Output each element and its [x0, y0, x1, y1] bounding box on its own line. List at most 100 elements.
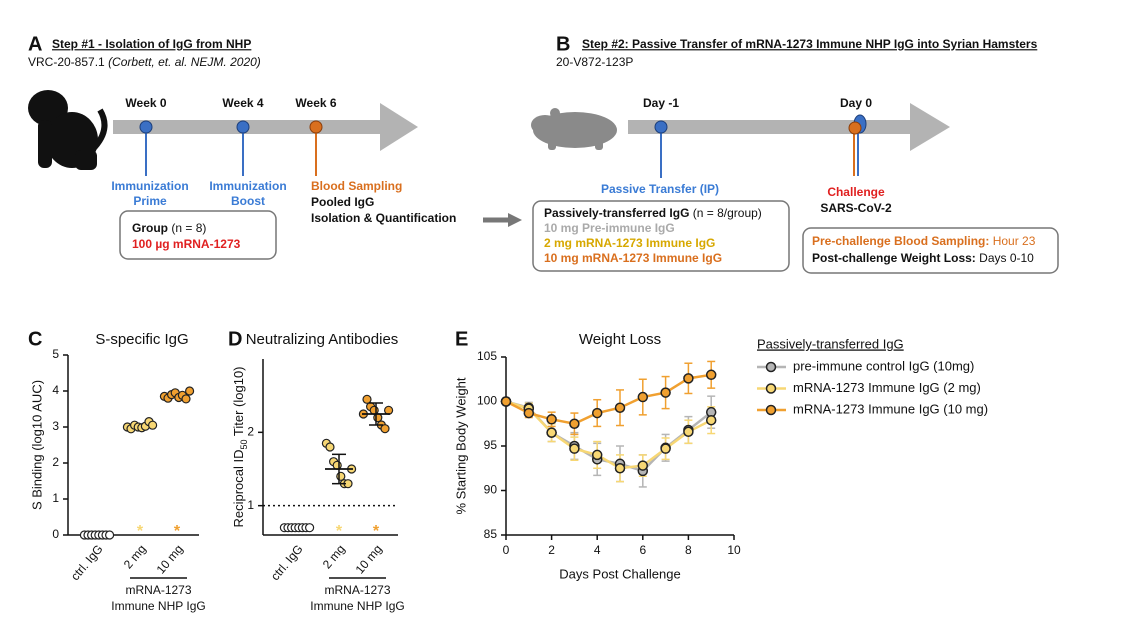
box-text: Passively-transferred IgG (n = 8/group): [544, 206, 762, 220]
x-tick-label: 10: [727, 543, 741, 557]
timepoint: Week 4: [222, 96, 263, 110]
timepoint: Week 6: [295, 96, 336, 110]
timeline-arrow: [380, 103, 418, 151]
legend-marker: [765, 404, 777, 416]
event-dot: [139, 120, 153, 134]
y-axis-label: % Starting Body Weight: [453, 377, 468, 514]
event-label: SARS-CoV-2: [820, 201, 892, 215]
y-axis-label: Reciprocal ID50 Titer (log10): [231, 366, 249, 527]
sampling-label: Pre-challenge Blood Sampling:: [812, 234, 989, 248]
x-tick-label: ctrl. IgG: [268, 542, 306, 583]
data-point: [637, 460, 649, 471]
timepoint: Day -1: [643, 96, 679, 110]
significance-star: *: [137, 523, 144, 540]
study-id: 20-V872-123P: [556, 55, 633, 69]
legend-title: Passively-transferred IgG: [757, 336, 904, 351]
weight-text: Post-challenge Weight Loss: Days 0-10: [812, 251, 1034, 265]
sampling-time: Hour 23: [993, 234, 1036, 248]
event-label: Boost: [231, 194, 265, 208]
box-n: (n = 8/group): [693, 206, 762, 220]
data-point: [614, 402, 626, 413]
y-tick-label: 1: [52, 491, 59, 505]
x-tick-label: 6: [639, 543, 646, 557]
y-tick-label: 4: [52, 383, 59, 397]
y-tick-label: 90: [484, 483, 498, 497]
event-label: Challenge: [827, 185, 885, 199]
panel-title: Step #1 - Isolation of IgG from NHP: [52, 37, 251, 51]
monkey-icon: [28, 90, 108, 170]
significance-star: *: [174, 523, 181, 540]
panel-label: E: [455, 328, 468, 350]
data-point: [181, 394, 191, 404]
y-axis-label-part: 50: [239, 439, 249, 449]
panel-label: D: [228, 328, 242, 350]
x-tick-label: 2 mg: [320, 542, 348, 571]
x-tick-label: 2 mg: [121, 542, 149, 571]
data-point: [336, 471, 346, 481]
data-point: [705, 414, 717, 426]
series-line: [505, 373, 712, 426]
group-item: 10 mg Pre-immune IgG: [544, 221, 675, 235]
legend-marker: [765, 383, 777, 394]
y-tick-label: 95: [484, 438, 498, 452]
data-point: [683, 373, 694, 384]
weight-label: Post-challenge Weight Loss:: [812, 251, 976, 265]
y-tick-label: 3: [52, 419, 59, 433]
group-label: Immune NHP IgG: [111, 599, 205, 613]
event-label: Isolation & Quantification: [311, 211, 456, 225]
group-dose: 100 µg mRNA-1273: [132, 237, 241, 251]
subtitle: VRC-20-857.1 (Corbett, et. al. NEJM. 202…: [28, 55, 261, 69]
chart-title: Weight Loss: [579, 331, 661, 348]
y-tick-label: 5: [52, 347, 59, 361]
citation: (Corbett, et. al. NEJM. 2020): [108, 55, 261, 69]
y-tick-label: 2: [247, 425, 254, 439]
x-tick-label: ctrl. IgG: [68, 542, 106, 583]
y-tick-label: 0: [52, 527, 59, 541]
event-label: Prime: [133, 194, 167, 208]
series-line: [505, 400, 712, 470]
data-point: [500, 396, 512, 407]
panel-title: Step #2: Passive Transfer of mRNA-1273 I…: [582, 37, 1038, 51]
data-point: [637, 391, 649, 403]
chart-title: Neutralizing Antibodies: [246, 331, 399, 348]
y-tick-label: 105: [477, 349, 497, 363]
data-point: [569, 443, 580, 454]
legend-label: mRNA-1273 Immune IgG (2 mg): [793, 380, 981, 395]
event-label: Passive Transfer (IP): [601, 182, 719, 196]
x-tick-label: 2: [548, 543, 555, 557]
sampling-text: Pre-challenge Blood Sampling: Hour 23: [812, 234, 1036, 248]
data-point: [362, 394, 372, 404]
chart-title: S-specific IgG: [95, 331, 188, 348]
significance-star: *: [373, 523, 380, 540]
data-point: [683, 426, 694, 438]
data-point: [546, 427, 557, 438]
hamster-icon: [531, 108, 617, 150]
weight-time: Days 0-10: [979, 251, 1034, 265]
event-label: Blood Sampling: [311, 179, 402, 193]
event-dot: [848, 121, 862, 135]
data-point: [660, 387, 671, 398]
data-point: [569, 418, 580, 429]
group-label: mRNA-1273: [324, 583, 390, 597]
data-point: [546, 414, 557, 425]
legend-label: pre-immune control IgG (10mg): [793, 358, 974, 373]
group-n: (n = 8): [171, 221, 206, 235]
timepoint: Day 0: [840, 96, 872, 110]
timeline: [628, 120, 913, 134]
legend-marker: [765, 361, 777, 373]
group-label: Immune NHP IgG: [310, 599, 404, 613]
x-tick-label: 10 mg: [353, 542, 385, 577]
group-box: [532, 200, 790, 272]
panel-label: A: [28, 33, 42, 55]
sampling-box: [802, 227, 1059, 274]
event-dot: [309, 120, 323, 134]
event-label: Immunization: [209, 179, 286, 193]
x-axis-label: Days Post Challenge: [559, 566, 680, 581]
y-tick-label: 1: [247, 498, 254, 512]
group-label: mRNA-1273: [125, 583, 191, 597]
data-point: [305, 523, 315, 533]
x-tick-label: 8: [685, 543, 692, 557]
group-text: Group (n = 8): [132, 221, 206, 235]
y-axis-label: S Binding (log10 AUC): [29, 380, 44, 510]
y-tick-label: 85: [484, 527, 498, 541]
